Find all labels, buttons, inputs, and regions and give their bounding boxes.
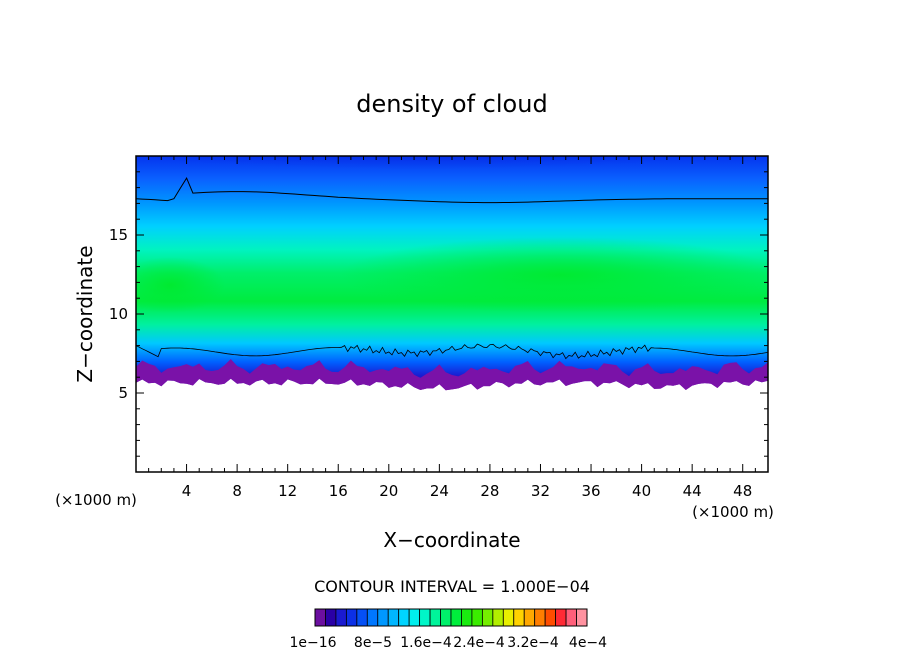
colorbar-swatch	[565, 608, 577, 627]
colorbar-swatch	[523, 608, 536, 627]
x-tick-label: 44	[683, 482, 702, 500]
colorbar-swatch	[461, 608, 473, 627]
colorbar-swatch	[408, 608, 421, 627]
x-unit-right: (×1000 m)	[692, 503, 774, 521]
x-tick-label: 24	[430, 482, 449, 500]
colorbar-label: 2.4e−4	[453, 635, 505, 651]
colorbar-label: 1.6e−4	[400, 635, 452, 651]
colorbar-label: 1e−16	[289, 635, 336, 651]
chart-title: density of cloud	[356, 90, 547, 118]
colorbar-swatch	[356, 608, 368, 627]
colorbar-swatch	[576, 608, 588, 627]
colorbar-swatch	[377, 608, 389, 627]
colorbar-labels: 1e−16 8e−5 1.6e−4 2.4e−4 3.2e−4 4e−4	[289, 635, 607, 651]
colorbar-swatch	[544, 608, 557, 627]
colorbar-swatch	[534, 608, 546, 627]
colorbar-swatch	[471, 608, 483, 627]
cloud-core-right	[340, 237, 768, 313]
colorbar-swatch	[492, 608, 504, 627]
x-tick-label: 28	[480, 482, 499, 500]
colorbar-swatch	[398, 608, 410, 627]
colorbar-swatch	[314, 608, 326, 627]
colorbar-swatch	[450, 608, 462, 627]
contour-interval-text: CONTOUR INTERVAL = 1.000E−04	[314, 577, 590, 596]
colorbar-swatch	[387, 608, 400, 627]
x-tick-label: 40	[632, 482, 651, 500]
colorbar-swatch	[429, 608, 441, 627]
x-tick-label: 4	[182, 482, 192, 500]
cloud-base-band	[136, 359, 768, 391]
contour-line-lower	[136, 343, 768, 360]
y-tick-label: 15	[109, 226, 128, 244]
colorbar-label: 4e−4	[569, 635, 607, 651]
colorbar-label: 3.2e−4	[507, 635, 559, 651]
colorbar-swatch	[419, 608, 431, 627]
y-axis-label: Z−coordinate	[73, 245, 97, 382]
x-tick-label: 16	[329, 482, 348, 500]
x-unit-left: (×1000 m)	[55, 491, 137, 509]
x-axis-label: X−coordinate	[383, 528, 520, 552]
colorbar-swatch	[366, 608, 379, 627]
colorbar-frame	[314, 608, 588, 627]
cloud-top-dense-region	[136, 156, 760, 200]
colorbar-swatch	[513, 608, 525, 627]
x-tick-label: 20	[379, 482, 398, 500]
cloud-core-left	[136, 257, 225, 313]
contour-line-upper	[136, 177, 768, 204]
plot-area	[136, 156, 768, 472]
y-tick-label: 10	[109, 305, 128, 323]
y-axis-ticks: 5 10 15	[109, 171, 768, 457]
colorbar-swatch	[440, 608, 452, 627]
x-tick-label: 36	[581, 482, 600, 500]
colorbar-label: 8e−5	[354, 635, 392, 651]
colorbar-swatch	[325, 608, 337, 627]
colorbar-swatch	[555, 608, 567, 627]
colorbar-swatch	[481, 608, 494, 627]
x-axis-ticks: 4 8 12 16 20 24 28 32 36 40 44 48	[148, 156, 756, 500]
x-tick-label: 8	[232, 482, 242, 500]
x-tick-label: 12	[278, 482, 297, 500]
colorbar-swatch	[345, 608, 358, 627]
colorbar	[314, 608, 588, 627]
y-tick-label: 5	[118, 384, 128, 402]
colorbar-swatch	[335, 608, 347, 627]
x-tick-label: 48	[733, 482, 752, 500]
colorbar-swatch	[502, 608, 515, 627]
x-tick-label: 32	[531, 482, 550, 500]
